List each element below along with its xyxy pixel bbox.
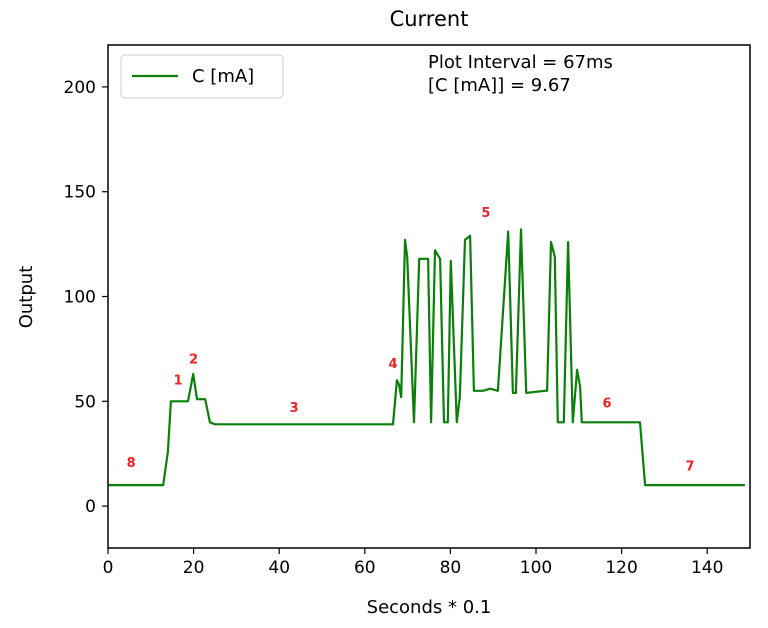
x-tick-label: 60 <box>354 558 376 578</box>
y-tick-label: 100 <box>64 288 96 308</box>
legend-label: C [mA] <box>192 66 254 87</box>
annotation-label-8: 8 <box>127 456 136 471</box>
annotation-label-3: 3 <box>290 401 299 416</box>
x-tick-label: 0 <box>103 558 114 578</box>
chart-title: Current <box>390 7 469 31</box>
y-axis-label: Output <box>16 266 37 329</box>
y-tick-label: 0 <box>85 497 96 517</box>
info-plot-interval: Plot Interval = 67ms <box>428 52 613 73</box>
annotation-label-5: 5 <box>481 206 490 221</box>
plot-frame <box>107 44 751 549</box>
legend: C [mA] <box>120 54 284 99</box>
y-tick-label: 200 <box>64 78 96 98</box>
legend-box <box>120 54 284 99</box>
annotation-label-4: 4 <box>389 357 398 372</box>
annotation-label-7: 7 <box>686 459 695 474</box>
x-axis-label: Seconds * 0.1 <box>367 597 492 618</box>
x-tick-label: 100 <box>520 558 552 578</box>
info-current-value: [C [mA]] = 9.67 <box>428 75 571 96</box>
x-tick-label: 40 <box>268 558 290 578</box>
annotation-label-2: 2 <box>189 353 198 368</box>
annotation-label-1: 1 <box>174 374 183 389</box>
annotations: 12 3 4 5 6 7 8 <box>127 206 695 475</box>
series-line-c-ma <box>108 228 745 487</box>
x-tick-label: 120 <box>605 558 637 578</box>
annotation-label-6: 6 <box>603 397 612 412</box>
x-tick-label: 140 <box>691 558 723 578</box>
axis-ticks: 0 20 40 60 80 100 120 140 0 50 100 150 200 <box>64 78 724 578</box>
x-tick-label: 80 <box>440 558 462 578</box>
y-tick-label: 50 <box>74 392 96 412</box>
y-tick-label: 150 <box>64 183 96 203</box>
x-tick-label: 20 <box>183 558 205 578</box>
